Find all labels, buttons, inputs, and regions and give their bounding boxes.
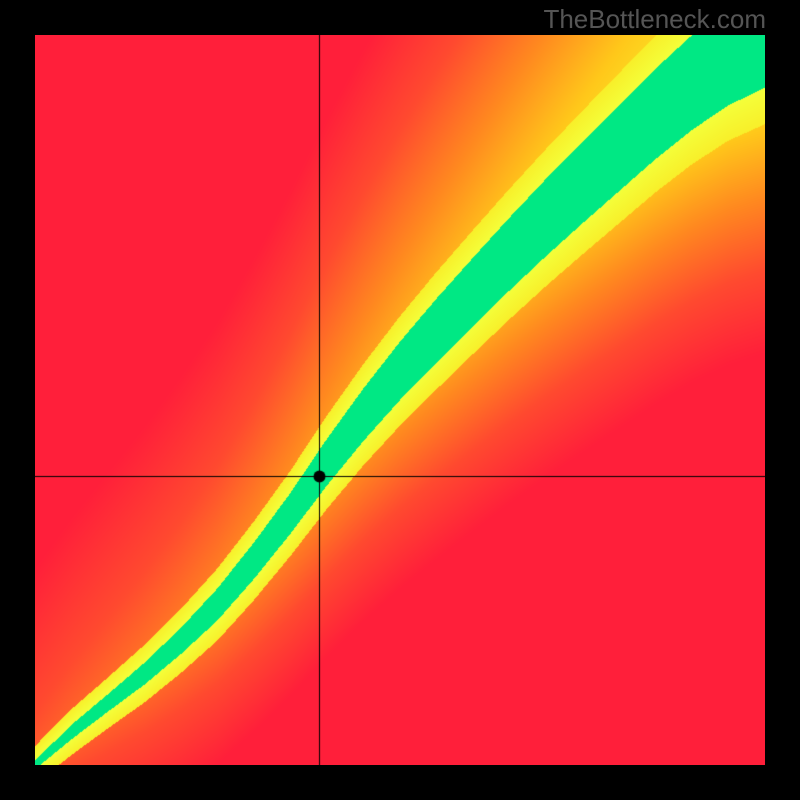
watermark-text: TheBottleneck.com — [543, 4, 766, 35]
chart-stage: TheBottleneck.com — [0, 0, 800, 800]
bottleneck-heatmap — [35, 35, 765, 765]
